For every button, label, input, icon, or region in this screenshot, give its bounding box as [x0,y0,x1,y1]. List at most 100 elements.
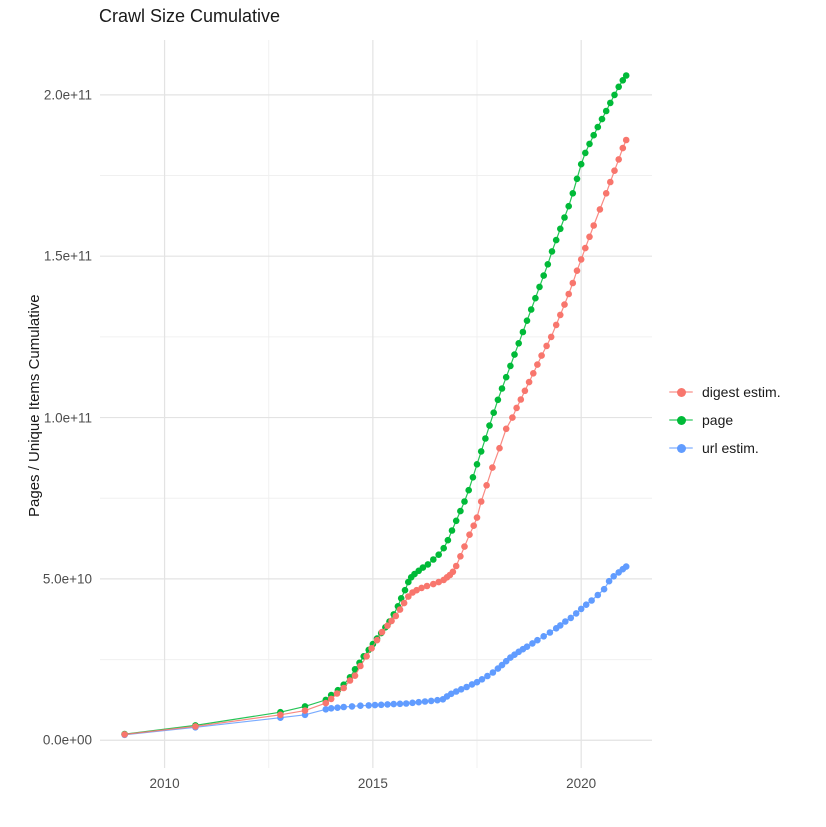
data-point [569,279,577,287]
data-point [596,206,604,213]
data-point [582,601,590,608]
data-point [588,597,595,604]
data-point [322,699,330,707]
data-point [582,149,589,157]
data-point [463,683,470,691]
data-point [602,190,610,197]
data-point [400,599,408,607]
legend-key [668,407,694,433]
data-point [340,684,348,692]
data-point [525,378,533,386]
legend-key-dot-icon [677,444,686,453]
data-point [565,202,572,210]
data-point [590,222,597,229]
data-point [521,387,529,395]
data-point [457,507,464,515]
data-point [473,514,481,521]
data-point [569,190,577,197]
data-point [401,586,409,594]
data-point [427,697,435,705]
data-point [444,536,452,544]
data-point [377,701,385,709]
data-point [509,414,516,421]
data-point [390,700,398,708]
data-point [357,702,364,709]
data-point [419,564,427,571]
data-point [532,294,539,302]
data-point [477,448,485,455]
data-point [396,606,404,613]
data-point [552,321,560,329]
data-point [619,144,627,152]
legend-label: url estim. [702,440,759,456]
data-point [397,595,405,602]
data-point [378,628,386,636]
data-point [486,422,493,429]
data-point [490,409,498,417]
data-point [577,256,585,263]
data-point [552,236,560,244]
data-point [543,342,550,350]
data-point [418,584,425,592]
data-point [572,610,580,617]
data-point [340,703,348,711]
data-point [577,160,585,168]
data-point [351,666,359,673]
data-point [586,233,593,241]
data-point [409,699,416,707]
data-point [440,544,448,552]
data-point [396,700,404,708]
data-point [469,474,477,481]
data-point [371,701,379,709]
data-point [346,677,354,684]
data-point [494,396,502,404]
data-point [548,248,556,255]
data-point [538,352,545,359]
data-point [534,636,541,644]
data-point [392,612,400,620]
data-point [567,614,575,622]
data-point [484,672,491,680]
data-point [600,585,608,593]
x-tick-label: 2010 [149,776,180,791]
data-point [496,444,503,452]
data-point [473,461,481,468]
data-point [452,688,460,695]
data-point [402,700,410,707]
data-point [507,362,514,370]
data-point [519,328,527,336]
data-point [327,695,335,703]
data-point [607,99,614,107]
data-point [561,301,568,308]
legend-label: digest estim. [702,384,781,400]
y-tick-label: 0.0e+00 [42,732,92,748]
data-point [622,136,630,144]
legend-item-digest-estim: digest estim. [668,378,781,406]
data-point [368,645,375,652]
data-point [598,115,606,123]
data-point [477,498,485,505]
data-point [430,556,437,563]
data-point [622,563,630,570]
data-point [423,582,431,590]
data-point [582,244,589,252]
data-point [557,225,564,233]
data-point [489,464,496,471]
data-point [562,618,569,625]
legend-label: page [702,412,734,428]
data-point [565,290,572,298]
data-point [465,486,473,494]
data-point [365,702,373,709]
data-point [473,678,481,686]
data-point [452,562,460,570]
y-tick-label: 1.0e+11 [43,410,92,426]
data-point [388,617,395,625]
data-point [498,661,506,669]
data-point [607,178,614,186]
data-point [517,396,525,403]
data-point [610,573,617,580]
data-point [513,404,520,412]
y-tick-label: 5.0e+10 [42,571,92,587]
